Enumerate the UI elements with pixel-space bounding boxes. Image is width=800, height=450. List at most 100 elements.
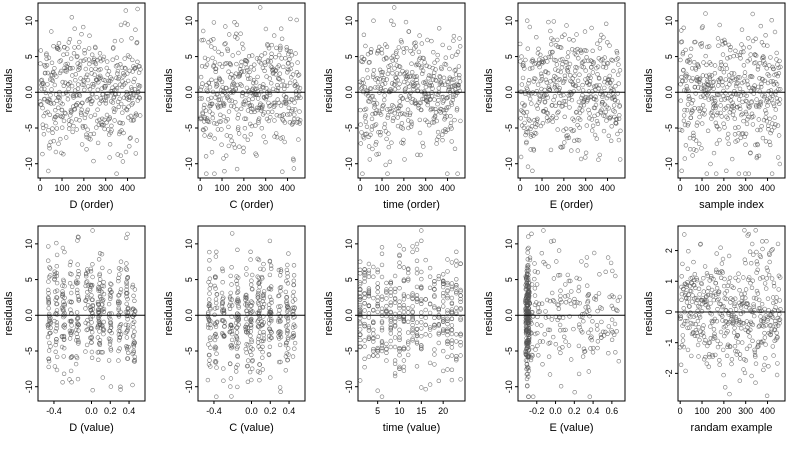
data-point: [755, 127, 760, 133]
data-point: [379, 72, 384, 78]
data-point: [123, 93, 129, 98]
data-point: [574, 32, 579, 37]
data-point: [455, 171, 460, 176]
data-point: [683, 47, 688, 53]
data-point: [407, 112, 412, 118]
data-point: [458, 293, 463, 298]
data-point: [268, 375, 273, 380]
data-point: [705, 273, 710, 278]
data-point: [377, 76, 382, 82]
data-point: [73, 327, 79, 333]
data-point: [533, 347, 538, 352]
data-point: [530, 345, 535, 350]
data-point: [711, 86, 716, 91]
x-axis-label: D (order): [69, 199, 113, 211]
data-point: [375, 309, 380, 315]
data-point: [775, 73, 780, 79]
data-point: [681, 25, 686, 30]
data-point: [537, 339, 543, 344]
data-point: [90, 314, 95, 319]
data-point: [253, 80, 259, 85]
data-point: [532, 286, 538, 291]
data-point: [75, 280, 81, 285]
data-point: [226, 109, 232, 114]
data-point: [297, 109, 302, 114]
data-point: [89, 71, 94, 76]
data-point: [550, 119, 555, 124]
data-point: [385, 107, 390, 112]
data-point: [410, 293, 415, 298]
data-point: [291, 273, 297, 278]
data-point: [525, 46, 530, 51]
data-point: [417, 117, 422, 123]
data-point: [49, 60, 55, 65]
data-point: [401, 79, 407, 85]
data-point: [384, 296, 389, 301]
data-point: [120, 110, 125, 115]
data-point: [722, 40, 728, 46]
data-point: [549, 50, 555, 55]
data-point: [414, 320, 420, 325]
data-point: [69, 119, 74, 124]
data-point: [236, 322, 241, 327]
data-point: [760, 239, 765, 244]
data-point: [229, 103, 234, 109]
data-point: [756, 297, 762, 303]
data-point: [388, 281, 393, 286]
data-point: [748, 327, 753, 332]
data-point: [230, 53, 235, 58]
data-point: [524, 317, 530, 322]
data-point: [50, 78, 55, 84]
data-point: [78, 76, 83, 81]
data-point: [534, 88, 539, 94]
data-point: [366, 315, 372, 320]
data-point: [65, 46, 70, 51]
data-point: [750, 278, 755, 283]
data-point: [607, 73, 612, 79]
data-point: [279, 83, 284, 88]
data-point: [525, 301, 530, 306]
data-point: [753, 36, 758, 41]
data-point: [247, 369, 253, 375]
data-point: [106, 69, 112, 74]
y-axis-label: residuals: [483, 291, 495, 336]
data-point: [742, 291, 747, 296]
data-point: [282, 86, 287, 92]
data-point: [76, 272, 82, 277]
data-point: [596, 157, 601, 162]
data-point: [232, 145, 238, 150]
data-point: [776, 318, 782, 323]
data-point: [617, 103, 622, 108]
y-tick-label: -5: [344, 347, 354, 355]
data-point: [268, 64, 274, 69]
data-point: [108, 337, 113, 342]
data-point: [239, 106, 244, 112]
data-point: [220, 266, 225, 271]
data-point: [762, 362, 767, 368]
data-point: [94, 95, 99, 100]
data-point: [585, 97, 590, 103]
data-point: [366, 354, 372, 359]
data-point: [454, 277, 459, 282]
data-point: [539, 73, 544, 79]
data-point: [696, 106, 701, 111]
data-point: [395, 115, 400, 120]
data-point: [278, 319, 283, 324]
data-point: [754, 104, 759, 109]
data-point: [709, 276, 714, 281]
data-point: [571, 89, 576, 94]
data-point: [129, 36, 134, 41]
data-point: [608, 138, 614, 144]
data-point: [526, 81, 531, 86]
data-point: [697, 114, 702, 120]
data-point: [589, 334, 594, 339]
data-point: [105, 93, 111, 99]
data-point: [87, 286, 93, 291]
data-point: [77, 66, 82, 71]
data-point: [95, 107, 100, 112]
data-point: [366, 270, 372, 276]
data-point: [576, 284, 582, 290]
data-point: [698, 329, 703, 334]
